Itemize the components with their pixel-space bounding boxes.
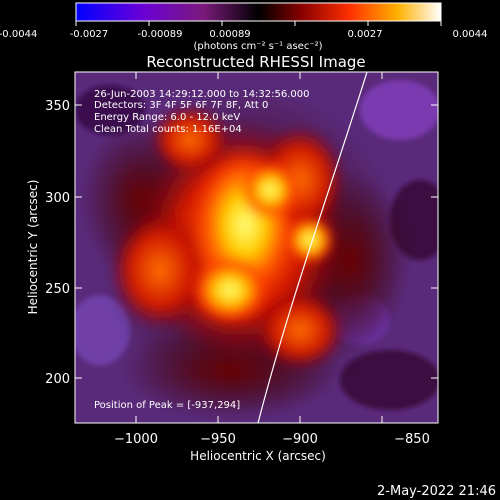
y-tick-label: 350: [45, 99, 70, 114]
x-tick-label: −850: [394, 432, 430, 447]
y-tick-label: 300: [45, 191, 70, 206]
colorbar-tick-label: 0.00089: [209, 29, 250, 40]
y-tick-label: 200: [45, 372, 70, 387]
colorbar: [76, 3, 441, 21]
plot-title: Reconstructed RHESSI Image: [146, 53, 365, 71]
y-axis-label: Heliocentric Y (arcsec): [26, 180, 40, 315]
info-line-energy: Energy Range: 6.0 - 12.0 keV: [94, 112, 240, 123]
colorbar-tick-label: -0.00089: [138, 29, 183, 40]
y-tick-label: 250: [45, 282, 70, 297]
info-line-clean: Clean Total counts: 1.16E+04: [94, 124, 242, 135]
rhessi-image: [75, 72, 438, 423]
colorbar-tick-label: -0.0027: [70, 29, 109, 40]
colorbar-tick-label: 0.0027: [348, 29, 383, 40]
colorbar-tick-label: -0.0044: [0, 29, 37, 40]
info-line-time: 26-Jun-2003 14:29:12.000 to 14:32:56.000: [94, 89, 310, 100]
plot-frame: [74, 71, 439, 424]
x-tick-label: −900: [282, 432, 318, 447]
x-tick-label: −950: [200, 432, 236, 447]
x-tick-label: −1000: [114, 432, 158, 447]
info-line-detectors: Detectors: 3F 4F 5F 6F 7F 8F, Att 0: [94, 100, 268, 111]
colorbar-units: (photons cm⁻² s⁻¹ asec⁻²): [193, 41, 322, 52]
peak-position-label: Position of Peak = [-937,294]: [94, 400, 240, 411]
solar-limb-line: [257, 72, 368, 423]
colorbar-ticks: [75, 21, 442, 26]
x-axis-ticks: [135, 72, 383, 423]
colorbar-tick-label: 0.0044: [453, 29, 488, 40]
y-axis-ticks: [75, 104, 438, 379]
x-axis-label: Heliocentric X (arcsec): [190, 449, 326, 463]
timestamp: 2-May-2022 21:46: [377, 484, 496, 499]
